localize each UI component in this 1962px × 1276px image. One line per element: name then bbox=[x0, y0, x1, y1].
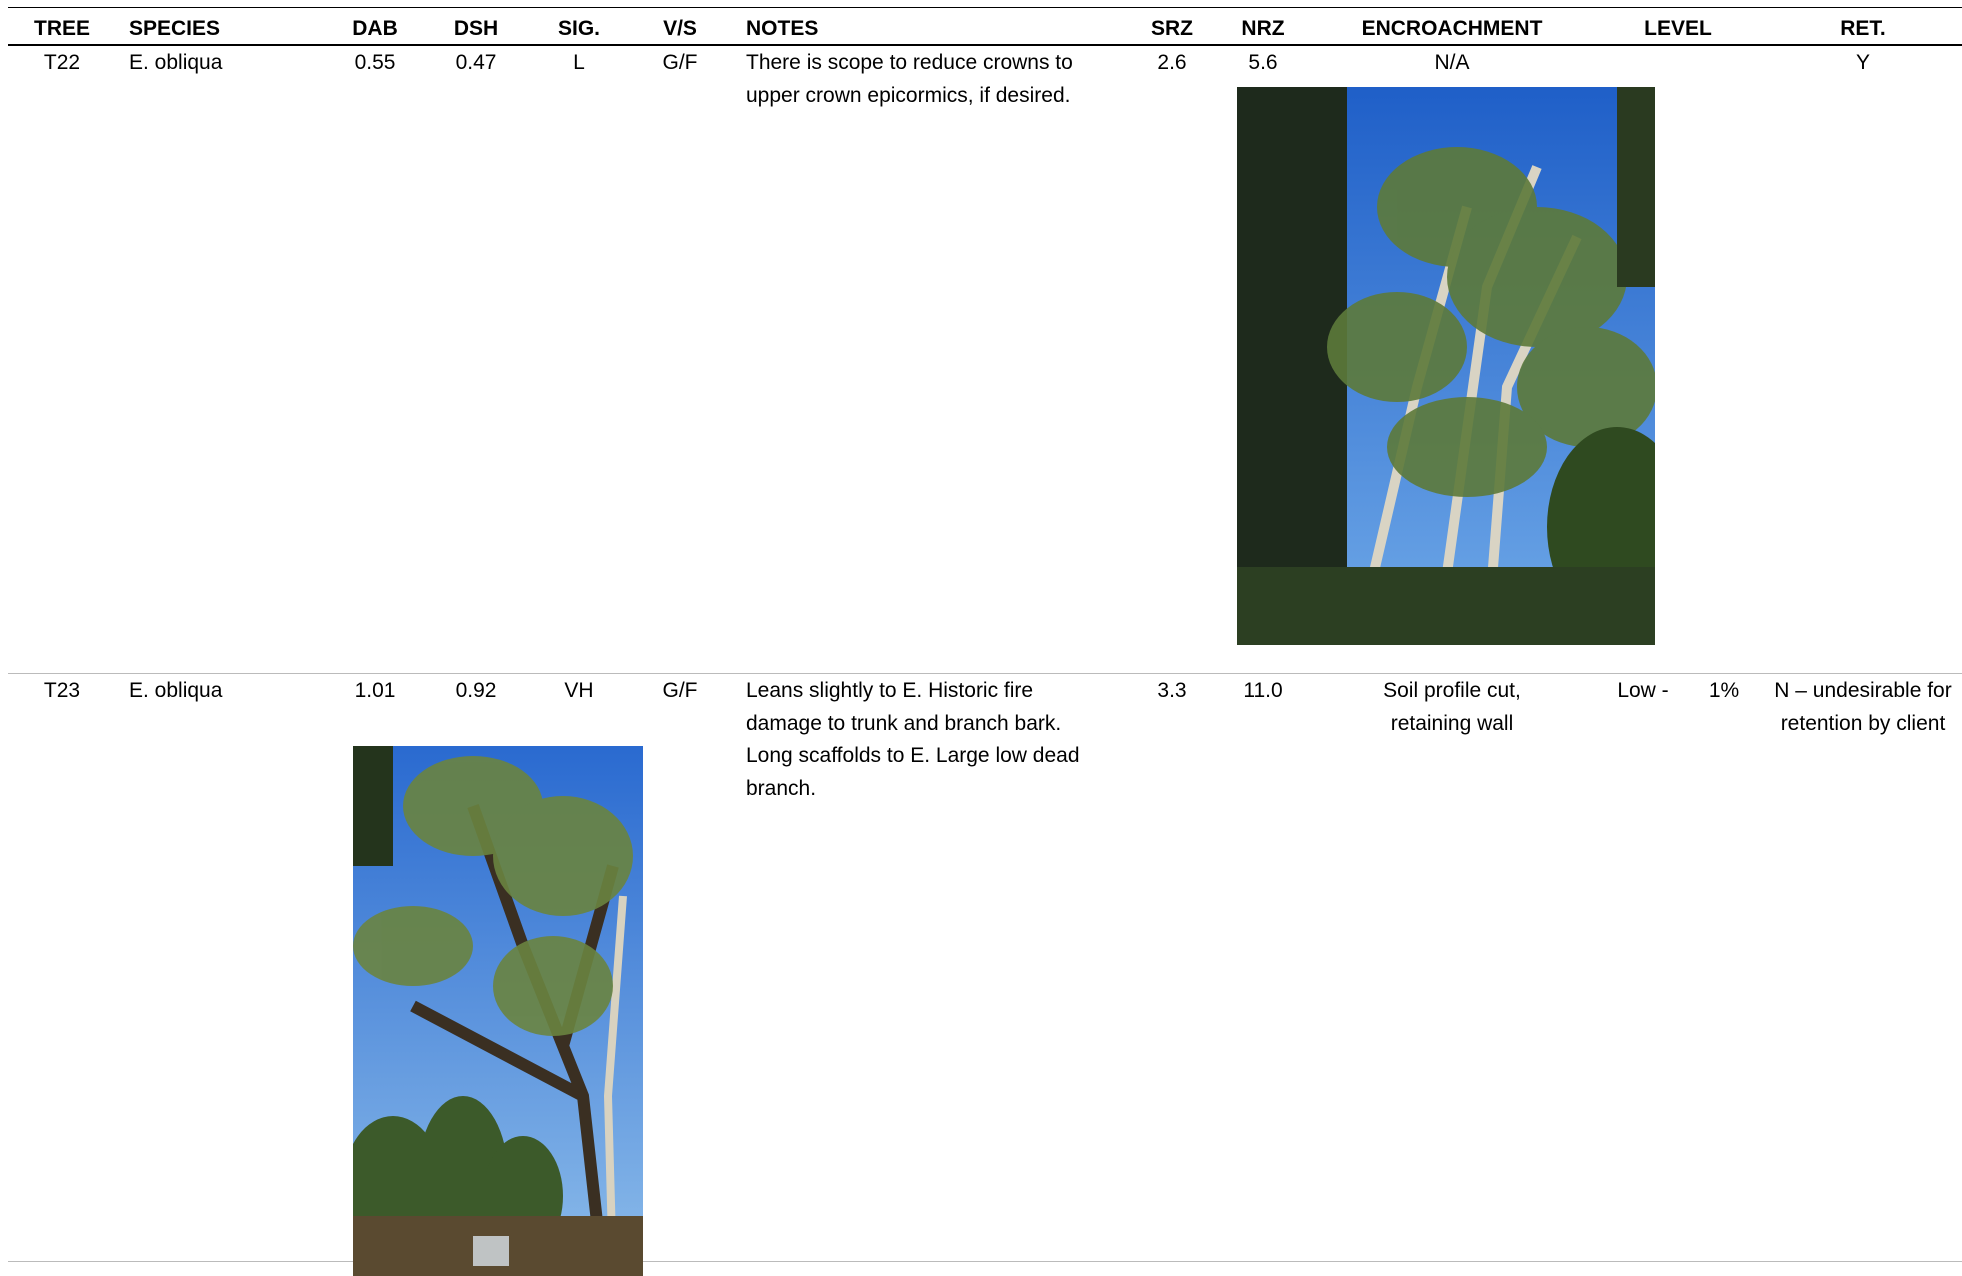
dab: 1.01 bbox=[354, 679, 396, 702]
row-rule bbox=[8, 1261, 1962, 1262]
col-header: DSH bbox=[453, 17, 499, 40]
species: E. obliqua bbox=[129, 51, 223, 74]
col-header: TREE bbox=[33, 17, 91, 40]
tree-id: T23 bbox=[43, 679, 81, 702]
retention: N – undesirable for retention by client bbox=[1774, 679, 1952, 735]
col-header: SPECIES bbox=[129, 17, 221, 40]
col-header: NRZ bbox=[1241, 17, 1285, 40]
nrz: 5.6 bbox=[1248, 51, 1278, 74]
col-header: NOTES bbox=[746, 17, 819, 40]
tree-photo bbox=[1237, 87, 1655, 645]
tree-id: T22 bbox=[43, 51, 81, 74]
top-rule bbox=[8, 7, 1962, 8]
col-header: SRZ bbox=[1151, 17, 1193, 40]
col-header: SIG. bbox=[557, 17, 601, 40]
notes: Leans slightly to E. Historic fire damag… bbox=[746, 679, 1080, 800]
col-header: RET. bbox=[1840, 17, 1886, 40]
level: Low - bbox=[1617, 679, 1669, 702]
col-header: V/S bbox=[663, 17, 697, 40]
species: E. obliqua bbox=[129, 679, 223, 702]
srz: 3.3 bbox=[1157, 679, 1187, 702]
col-header: DAB bbox=[352, 17, 398, 40]
srz: 2.6 bbox=[1157, 51, 1187, 74]
significance: L bbox=[573, 51, 585, 74]
encroachment: Soil profile cut, retaining wall bbox=[1383, 679, 1521, 735]
row-rule bbox=[8, 673, 1962, 674]
vigour-structure: G/F bbox=[662, 679, 698, 702]
significance: VH bbox=[564, 679, 594, 702]
header-rule bbox=[8, 44, 1962, 46]
col-header: LEVEL bbox=[1644, 17, 1712, 40]
notes: There is scope to reduce crowns to upper… bbox=[746, 51, 1073, 107]
retention: Y bbox=[1855, 51, 1871, 74]
nrz: 11.0 bbox=[1243, 679, 1283, 702]
col-header: ENCROACHMENT bbox=[1361, 17, 1543, 40]
dsh: 0.47 bbox=[455, 51, 497, 74]
vigour-structure: G/F bbox=[662, 51, 698, 74]
dab: 0.55 bbox=[354, 51, 396, 74]
encroachment: N/A bbox=[1434, 51, 1470, 74]
dsh: 0.92 bbox=[455, 679, 497, 702]
tree-photo bbox=[353, 746, 643, 1276]
level-percent: 1% bbox=[1708, 679, 1740, 702]
